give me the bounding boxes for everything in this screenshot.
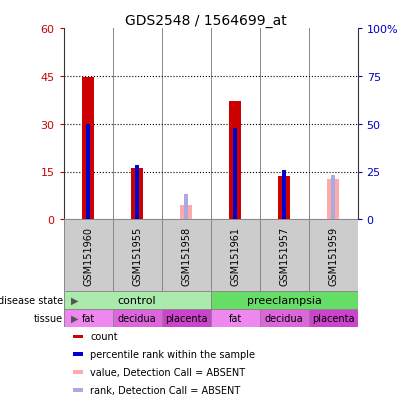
- Bar: [113, 309, 162, 327]
- Bar: [211, 220, 260, 292]
- Bar: [309, 309, 358, 327]
- Text: fat: fat: [81, 313, 95, 323]
- Bar: [211, 292, 358, 309]
- Bar: [72, 335, 83, 338]
- Text: tissue: tissue: [34, 313, 63, 323]
- Text: percentile rank within the sample: percentile rank within the sample: [90, 349, 255, 359]
- Text: fat: fat: [229, 313, 242, 323]
- Bar: [113, 220, 162, 292]
- Bar: [64, 292, 210, 309]
- Text: value, Detection Call = ABSENT: value, Detection Call = ABSENT: [90, 367, 245, 377]
- Bar: [135, 166, 139, 220]
- Bar: [86, 124, 90, 220]
- Text: decidua: decidua: [118, 313, 157, 323]
- Text: placenta: placenta: [165, 313, 208, 323]
- Bar: [278, 177, 290, 220]
- Text: count: count: [90, 332, 118, 342]
- Text: GSM151958: GSM151958: [181, 226, 191, 285]
- Text: ▶: ▶: [71, 313, 79, 323]
- Bar: [72, 370, 83, 374]
- Bar: [309, 220, 358, 292]
- Text: GSM151957: GSM151957: [279, 226, 289, 285]
- Bar: [327, 180, 339, 220]
- Text: rank, Detection Call = ABSENT: rank, Detection Call = ABSENT: [90, 385, 240, 395]
- Text: decidua: decidua: [265, 313, 303, 323]
- Bar: [233, 129, 237, 220]
- Bar: [331, 175, 335, 220]
- Bar: [131, 169, 143, 220]
- Text: ▶: ▶: [71, 295, 79, 305]
- Bar: [184, 195, 188, 220]
- Bar: [229, 102, 241, 220]
- Bar: [82, 78, 94, 220]
- Text: GSM151959: GSM151959: [328, 226, 338, 285]
- Bar: [260, 309, 309, 327]
- Bar: [72, 388, 83, 392]
- Bar: [162, 309, 211, 327]
- Bar: [64, 309, 113, 327]
- Bar: [64, 220, 113, 292]
- Bar: [180, 206, 192, 220]
- Text: placenta: placenta: [312, 313, 354, 323]
- Text: GDS2548 / 1564699_at: GDS2548 / 1564699_at: [125, 14, 286, 28]
- Text: GSM151960: GSM151960: [83, 226, 93, 285]
- Bar: [162, 220, 211, 292]
- Bar: [72, 353, 83, 356]
- Bar: [260, 220, 309, 292]
- Text: control: control: [118, 295, 157, 305]
- Bar: [211, 309, 260, 327]
- Text: GSM151955: GSM151955: [132, 226, 142, 285]
- Bar: [282, 171, 286, 220]
- Text: preeclampsia: preeclampsia: [247, 295, 321, 305]
- Text: disease state: disease state: [0, 295, 63, 305]
- Text: GSM151961: GSM151961: [230, 226, 240, 285]
